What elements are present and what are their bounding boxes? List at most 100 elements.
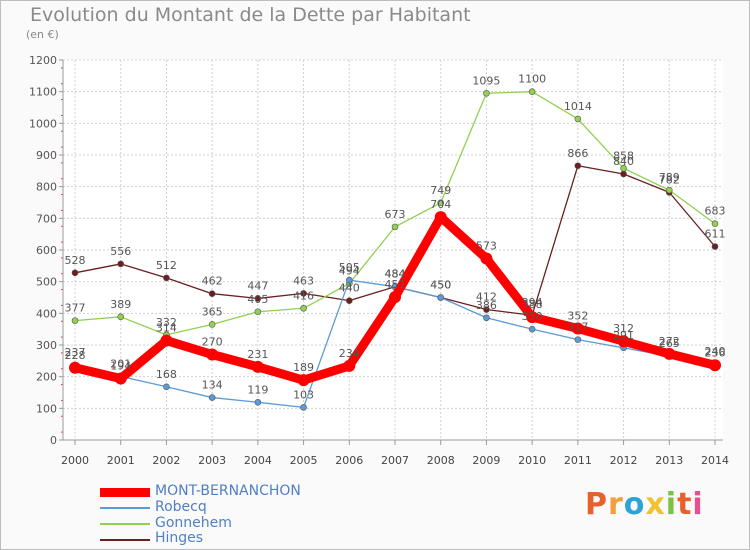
y-tick-label: 800: [36, 181, 57, 194]
data-point-gonnehem: [665, 186, 673, 194]
legend-label-hinges: Hinges: [155, 530, 204, 546]
x-tick-label: 2001: [107, 454, 135, 467]
data-label-mont-bernanchon: 234: [339, 347, 360, 360]
data-point-gonnehem: [208, 321, 216, 328]
logo-letter: i: [692, 487, 704, 522]
data-point-hinges: [574, 162, 582, 170]
data-point-robecq: [300, 404, 307, 411]
data-label-hinges: 528: [65, 254, 86, 267]
data-point-mont-bernanchon: [480, 252, 493, 265]
data-label-gonnehem: 673: [385, 208, 406, 221]
data-label-mont-bernanchon: 451: [385, 278, 406, 291]
data-label-robecq: 240: [705, 345, 726, 358]
x-tick-label: 2005: [290, 454, 318, 467]
data-label-robecq: 450: [430, 279, 451, 292]
y-tick-label: 900: [36, 149, 57, 162]
data-point-gonnehem: [528, 88, 536, 95]
data-point-mont-bernanchon: [663, 347, 676, 360]
data-label-hinges: 840: [613, 155, 634, 168]
data-label-hinges: 412: [476, 291, 497, 304]
y-tick-label: 100: [36, 402, 57, 415]
data-point-robecq: [483, 314, 490, 322]
data-label-robecq: 237: [65, 346, 86, 359]
legend-swatch-robecq: [100, 507, 150, 509]
logo-letter: r: [608, 487, 624, 522]
y-tick-label: 1100: [29, 86, 57, 99]
data-label-gonnehem: 683: [705, 205, 726, 218]
legend-label-gonnehem: Gonnehem: [155, 515, 232, 531]
data-point-mont-bernanchon: [617, 335, 630, 348]
x-tick-label: 2013: [655, 454, 683, 467]
data-label-mont-bernanchon: 231: [247, 348, 268, 361]
legend-label-mont-bernanchon: MONT-BERNANCHON: [155, 483, 301, 499]
data-label-mont-bernanchon: 704: [430, 198, 451, 211]
data-point-mont-bernanchon: [206, 348, 219, 361]
data-point-robecq: [437, 294, 445, 301]
data-label-mont-bernanchon: 228: [65, 349, 86, 362]
data-point-robecq: [163, 383, 170, 391]
x-tick-label: 2007: [381, 454, 409, 467]
data-label-gonnehem: 1100: [518, 73, 546, 86]
legend-swatch-mont-bernanchon: [100, 488, 150, 497]
data-point-gonnehem: [437, 199, 445, 207]
data-point-hinges: [711, 243, 719, 250]
data-label-robecq: 134: [202, 379, 223, 392]
x-tick-label: 2002: [152, 454, 180, 467]
data-point-robecq: [254, 399, 262, 406]
data-point-gonnehem: [300, 304, 307, 312]
data-point-mont-bernanchon: [709, 359, 721, 372]
data-label-mont-bernanchon: 270: [202, 336, 223, 349]
data-label-mont-bernanchon: 312: [613, 322, 634, 335]
data-label-robecq: 119: [247, 383, 268, 396]
legend-swatch-gonnehem: [100, 523, 150, 525]
data-point-hinges: [620, 170, 627, 178]
data-point-mont-bernanchon: [389, 291, 401, 304]
data-label-robecq: 386: [476, 299, 497, 312]
data-point-gonnehem: [620, 165, 627, 172]
y-tick-label: 400: [36, 307, 57, 320]
data-point-hinges: [208, 290, 216, 298]
data-label-gonnehem: 1095: [472, 74, 500, 87]
x-tick-label: 2006: [335, 454, 363, 467]
x-tick-label: 2008: [427, 454, 455, 467]
data-label-robecq: 505: [339, 261, 360, 274]
data-point-hinges: [163, 274, 170, 282]
data-label-hinges: 463: [293, 274, 314, 287]
data-point-robecq: [574, 336, 582, 343]
data-label-mont-bernanchon: 352: [567, 310, 588, 323]
data-label-robecq: 201: [110, 357, 131, 370]
data-label-mont-bernanchon: 573: [476, 240, 497, 253]
y-tick-label: 300: [36, 339, 57, 352]
logo-letter: x: [645, 487, 666, 522]
data-point-gonnehem: [483, 89, 490, 97]
data-label-hinges: 462: [202, 275, 223, 288]
data-label-gonnehem: 332: [156, 316, 177, 329]
data-label-hinges: 611: [705, 228, 726, 241]
x-tick-label: 2011: [564, 454, 592, 467]
y-tick-label: 500: [36, 276, 57, 289]
x-tick-label: 2014: [701, 454, 729, 467]
data-point-mont-bernanchon: [114, 372, 127, 385]
data-point-mont-bernanchon: [251, 360, 264, 373]
y-tick-label: 700: [36, 212, 57, 225]
legend-label-robecq: Robecq: [155, 499, 207, 515]
y-tick-label: 1200: [29, 54, 57, 67]
data-label-mont-bernanchon: 272: [659, 335, 680, 348]
data-point-gonnehem: [117, 313, 125, 321]
data-point-mont-bernanchon: [343, 359, 356, 372]
data-label-robecq: 484: [385, 268, 406, 281]
data-label-robecq: 317: [567, 321, 588, 334]
data-point-robecq: [528, 325, 536, 333]
data-point-gonnehem: [71, 317, 79, 324]
data-label-robecq: 291: [613, 329, 634, 342]
y-tick-label: 600: [36, 244, 57, 257]
data-label-gonnehem: 405: [247, 293, 268, 306]
logo-letter: i: [665, 487, 678, 522]
x-tick-label: 2012: [610, 454, 638, 467]
data-point-mont-bernanchon: [297, 374, 310, 387]
data-point-gonnehem: [391, 223, 399, 231]
logo-letter: o: [623, 487, 646, 522]
data-label-robecq: 265: [659, 337, 680, 350]
data-label-gonnehem: 494: [339, 265, 360, 278]
